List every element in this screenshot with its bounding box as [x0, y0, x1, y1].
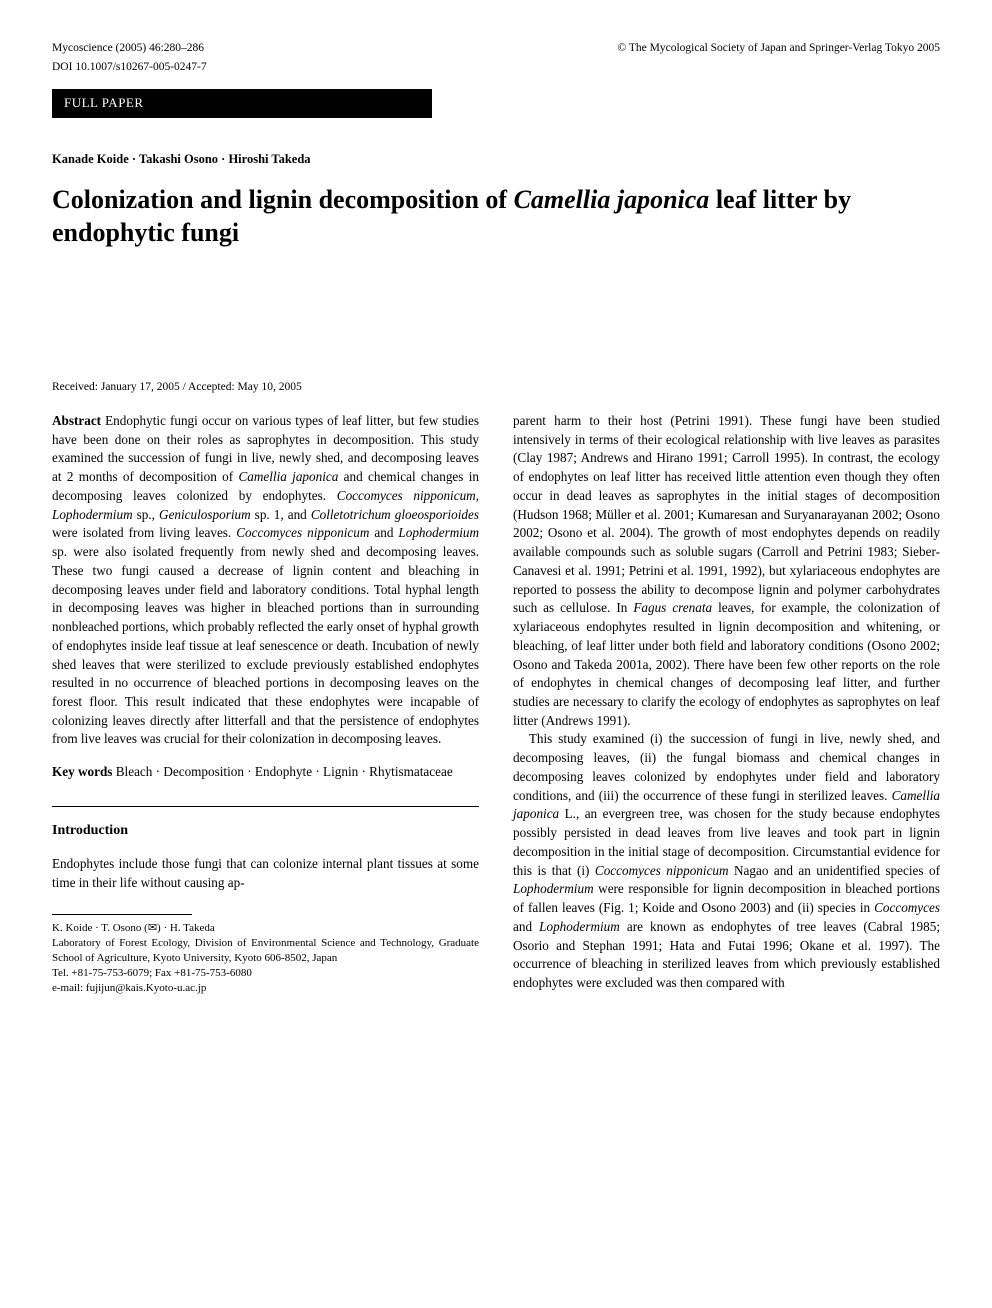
abstract-paragraph: Abstract Endophytic fungi occur on vario… — [52, 412, 479, 749]
affiliation-authors: K. Koide · T. Osono (✉) · H. Takeda — [52, 921, 479, 936]
abstract-label: Abstract — [52, 413, 101, 428]
authors-line: Kanade Koide · Takashi Osono · Hiroshi T… — [52, 150, 940, 168]
keywords-paragraph: Key words Bleach · Decomposition · Endop… — [52, 763, 479, 782]
section-divider — [52, 806, 479, 807]
affiliation-block: K. Koide · T. Osono (✉) · H. Takeda Labo… — [52, 921, 479, 995]
section-heading-introduction: Introduction — [52, 821, 479, 841]
title-species: Camellia japonica — [514, 185, 710, 214]
journal-citation: Mycoscience (2005) 46:280–286 — [52, 40, 204, 57]
article-type-badge: FULL PAPER — [52, 89, 432, 118]
affiliation-email: e-mail: fujijun@kais.Kyoto-u.ac.jp — [52, 981, 479, 996]
intro-paragraph-left: Endophytes include those fungi that can … — [52, 855, 479, 892]
title-part-1: Colonization and lignin decomposition of — [52, 185, 514, 214]
keywords-text: Bleach · Decomposition · Endophyte · Lig… — [116, 764, 453, 779]
right-paragraph-2: This study examined (i) the succession o… — [513, 730, 940, 992]
right-paragraph-1: parent harm to their host (Petrini 1991)… — [513, 412, 940, 730]
article-title: Colonization and lignin decomposition of… — [52, 184, 940, 249]
affiliation-lab: Laboratory of Forest Ecology, Division o… — [52, 936, 479, 966]
copyright-notice: © The Mycological Society of Japan and S… — [618, 40, 941, 57]
affiliation-telfax: Tel. +81-75-753-6079; Fax +81-75-753-608… — [52, 966, 479, 981]
page-header: Mycoscience (2005) 46:280–286 © The Myco… — [52, 40, 940, 57]
abstract-text: Endophytic fungi occur on various types … — [52, 413, 479, 746]
two-column-body: Abstract Endophytic fungi occur on vario… — [52, 412, 940, 996]
doi: DOI 10.1007/s10267-005-0247-7 — [52, 59, 940, 76]
left-column: Abstract Endophytic fungi occur on vario… — [52, 412, 479, 996]
affiliation-divider — [52, 914, 192, 915]
right-column: parent harm to their host (Petrini 1991)… — [513, 412, 940, 996]
keywords-label: Key words — [52, 764, 112, 779]
received-accepted-dates: Received: January 17, 2005 / Accepted: M… — [52, 379, 940, 396]
